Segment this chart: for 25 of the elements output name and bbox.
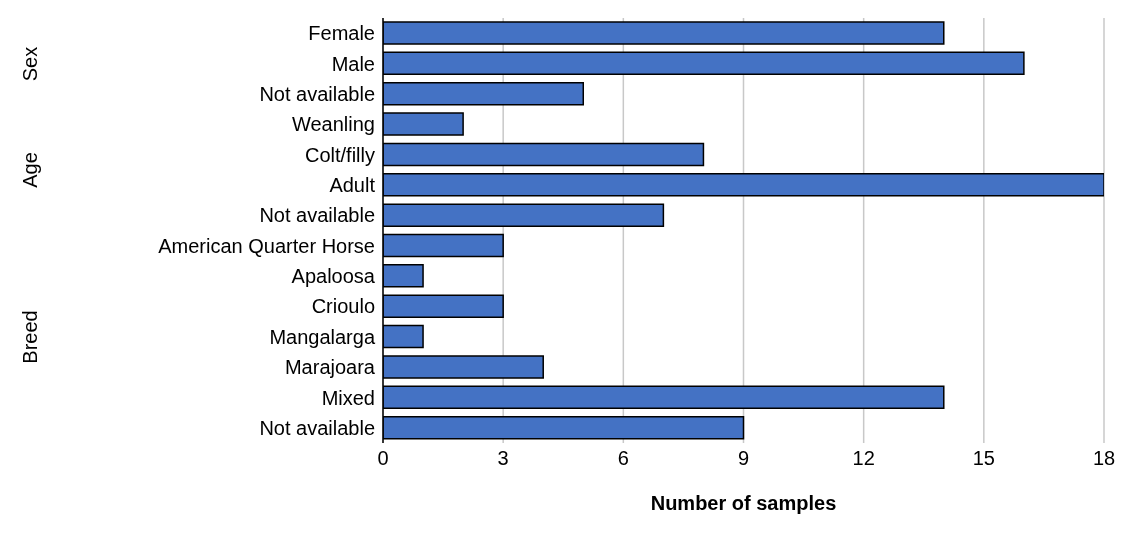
y-tick-label: Not available — [259, 204, 375, 227]
text: Age — [18, 151, 42, 188]
y-tick-label: Not available — [259, 416, 375, 439]
y-tick-label: Crioulo — [311, 295, 375, 318]
y-tick-label: Adult — [329, 174, 376, 197]
x-tick-label: 12 — [852, 447, 875, 470]
text: Breed — [18, 310, 42, 364]
y-tick-label: Mixed — [321, 386, 375, 409]
y-tick-label: Not available — [259, 82, 375, 105]
y-tick-label: Marajoara — [284, 356, 376, 379]
x-tick-label: 15 — [972, 447, 995, 470]
x-tick-label: 3 — [497, 447, 509, 470]
y-tick-label: American Quarter Horse — [158, 234, 375, 257]
text: Sex — [18, 46, 42, 81]
x-tick-label: 0 — [377, 447, 389, 470]
x-axis-title: Number of samples — [650, 492, 837, 514]
x-tick-label: 6 — [617, 447, 629, 470]
y-tick-label: Apaloosa — [291, 265, 376, 288]
y-tick-label: Female — [308, 22, 375, 45]
x-tick-label: 18 — [1092, 447, 1116, 470]
y-tick-label: Colt/filly — [304, 143, 375, 166]
y-tick-label: Male — [331, 52, 375, 75]
y-tick-label: Weanling — [291, 113, 375, 136]
x-tick-label: 9 — [737, 447, 750, 470]
y-tick-label: Mangalarga — [269, 325, 376, 348]
